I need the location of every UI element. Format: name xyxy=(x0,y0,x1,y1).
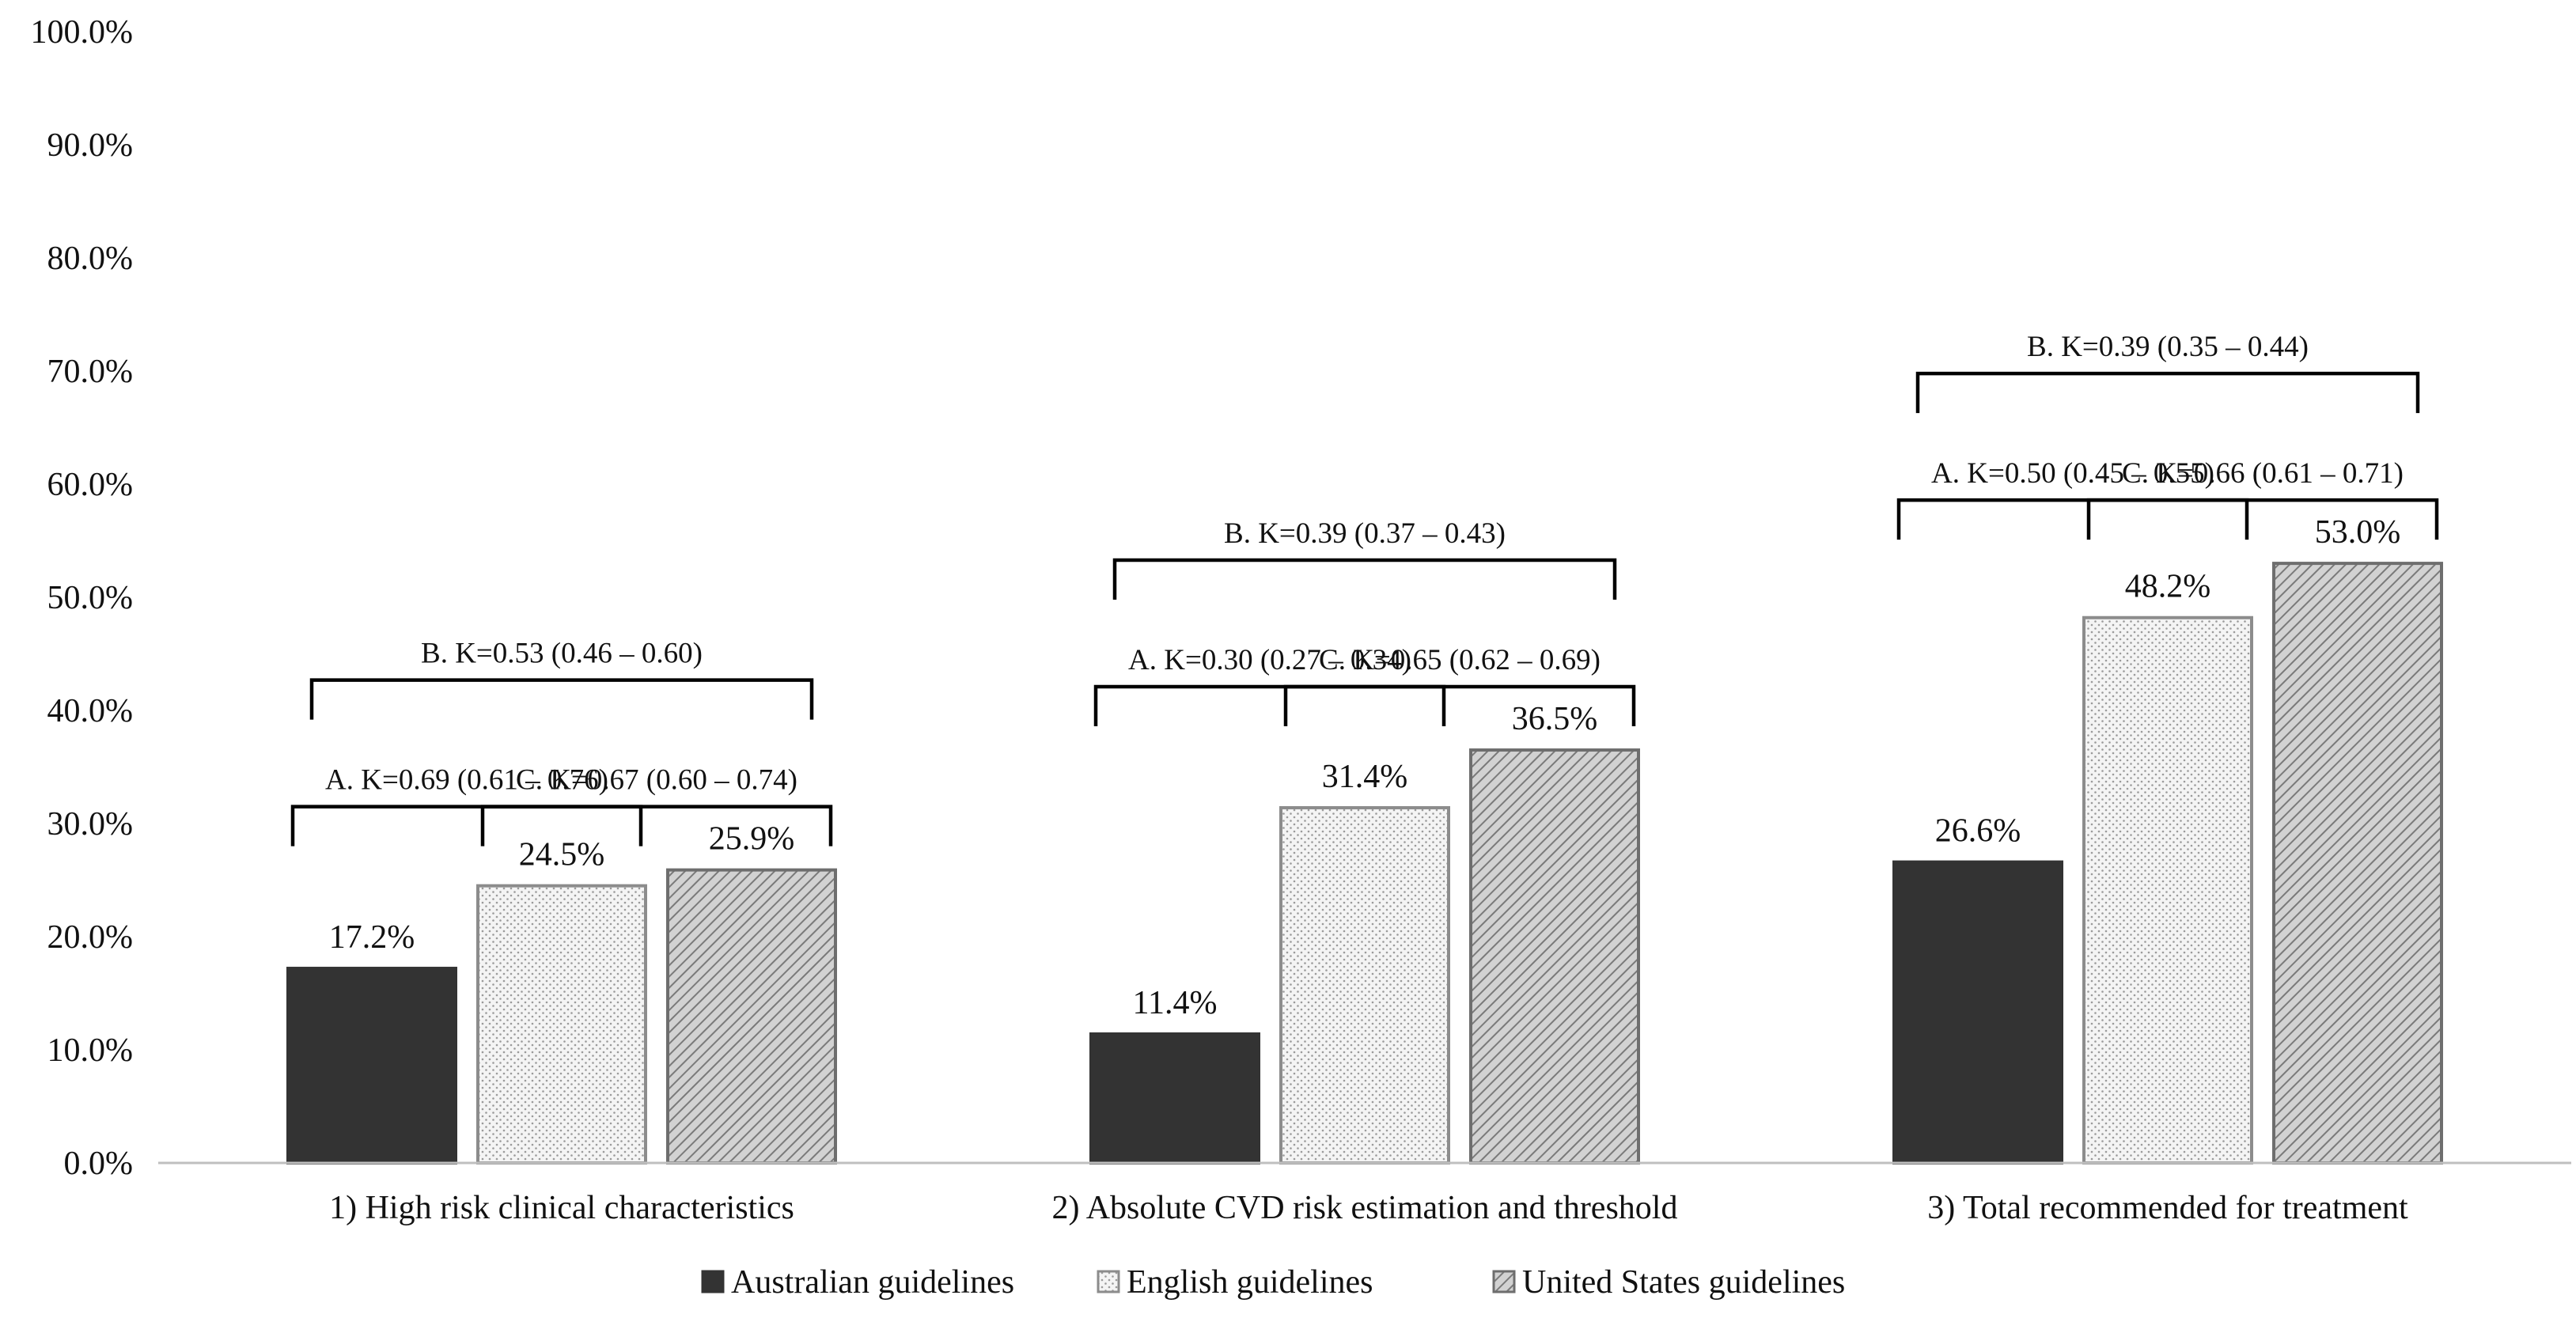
bar-english-guidelines-2 xyxy=(1279,805,1450,1165)
y-axis: 0.0% 10.0% 20.0% 30.0% 40.0% 50.0% 60.0% 70.0% 8… xyxy=(31,14,134,1182)
kappa-label: A. K=0.30 (0.27 – 0.34) xyxy=(1128,644,1411,676)
y-tick-label: 0.0% xyxy=(64,1146,134,1182)
data-label: 26.6% xyxy=(1935,813,2021,850)
legend-label: Australian guidelines xyxy=(731,1264,1014,1301)
y-tick-label: 20.0% xyxy=(47,919,134,956)
bar-australian-guidelines-3 xyxy=(1892,860,2063,1165)
y-tick-label: 80.0% xyxy=(47,240,134,277)
kappa-bracket xyxy=(309,678,814,720)
kappa-label: B. K=0.53 (0.46 – 0.60) xyxy=(421,638,703,670)
data-label: 24.5% xyxy=(519,837,605,873)
y-tick-label: 50.0% xyxy=(47,580,134,616)
kappa-bracket xyxy=(1915,371,2420,414)
data-label: 11.4% xyxy=(1133,985,1218,1021)
y-tick-label: 40.0% xyxy=(47,693,134,729)
data-label: 48.2% xyxy=(2125,569,2211,605)
x-category-label: 1) High risk clinical characteristics xyxy=(329,1190,794,1226)
y-tick-label: 70.0% xyxy=(47,354,134,390)
kappa-label: C. K=0.67 (0.60 – 0.74) xyxy=(516,764,797,797)
y-tick-label: 30.0% xyxy=(47,806,134,843)
kappa-bracket xyxy=(1283,684,1636,727)
y-tick-label: 90.0% xyxy=(47,127,134,164)
bar-australian-guidelines-1 xyxy=(286,967,457,1165)
kappa-bracket xyxy=(480,805,833,846)
kappa-label: A. K=0.69 (0.61 – 0.76) xyxy=(325,764,608,797)
x-category-label: 3) Total recommended for treatment xyxy=(1927,1190,2408,1226)
y-tick-label: 10.0% xyxy=(47,1032,134,1069)
bars-layer xyxy=(286,562,2443,1165)
kappa-bracket xyxy=(290,805,643,846)
data-label: 25.9% xyxy=(709,821,795,858)
kappa-bracket xyxy=(1112,558,1617,600)
bar-english-guidelines-1 xyxy=(476,884,647,1165)
kappa-bracket xyxy=(1093,684,1446,727)
kappa-bracket xyxy=(1896,498,2249,540)
legend-swatch xyxy=(1492,1270,1516,1293)
bar-united-states-guidelines-3 xyxy=(2272,562,2443,1165)
y-tick-label: 60.0% xyxy=(47,467,134,503)
x-category-label: 2) Absolute CVD risk estimation and thre… xyxy=(1052,1190,1678,1226)
legend-label: English guidelines xyxy=(1127,1264,1373,1301)
y-tick-label: 100.0% xyxy=(31,14,134,51)
kappa-label: C. K=0.65 (0.62 – 0.69) xyxy=(1319,644,1601,676)
legend-swatch xyxy=(1097,1270,1120,1293)
legend: Australian guidelines English guidelines U… xyxy=(701,1264,1845,1301)
legend-swatch xyxy=(701,1270,725,1293)
kappa-label: C. K=0.66 (0.61 – 0.71) xyxy=(2122,457,2404,490)
bar-australian-guidelines-2 xyxy=(1089,1032,1260,1165)
bar-english-guidelines-3 xyxy=(2082,615,2253,1165)
data-label: 17.2% xyxy=(329,919,415,956)
data-label: 36.5% xyxy=(1512,701,1598,737)
bar-united-states-guidelines-1 xyxy=(666,868,837,1165)
bar-united-states-guidelines-2 xyxy=(1469,748,1640,1165)
data-label: 53.0% xyxy=(2315,514,2401,551)
kappa-label: A. K=0.50 (0.45 – 0.55) xyxy=(1931,457,2214,490)
legend-label: United States guidelines xyxy=(1522,1264,1845,1301)
kappa-bracket xyxy=(2086,498,2439,540)
kappa-annotations-layer: A. K=0.69 (0.61 – 0.76)C. K=0.67 (0.60 –… xyxy=(290,331,2439,846)
kappa-label: B. K=0.39 (0.37 – 0.43) xyxy=(1224,517,1506,550)
data-labels-layer: 17.2% 11.4% 26.6% 24.5% 31.4% 48.2% 25.9% 36.5%… xyxy=(329,514,2401,1021)
data-label: 31.4% xyxy=(1322,759,1408,795)
x-axis: 1) High risk clinical characteristics 2) … xyxy=(158,1161,2571,1226)
kappa-label: B. K=0.39 (0.35 – 0.44) xyxy=(2027,331,2309,363)
